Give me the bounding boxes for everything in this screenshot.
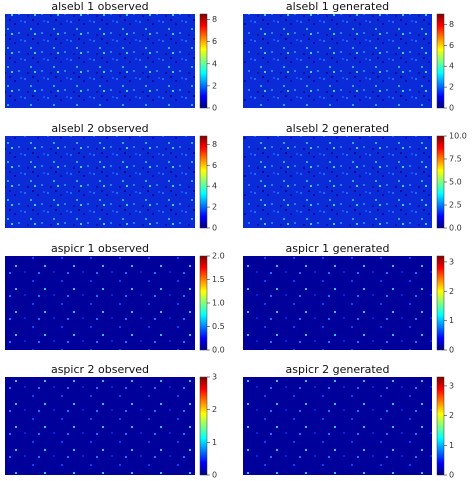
colorbar-tick-label: 1: [449, 316, 454, 325]
colorbar-tick-label: 0: [449, 471, 454, 480]
heatmap-image: [243, 256, 432, 350]
heatmap-image: [5, 136, 195, 228]
colorbar-tick-label: 0: [212, 224, 217, 233]
panel-title: aspicr 1 observed: [51, 242, 149, 255]
colorbar-tick-label: 1: [212, 438, 217, 447]
panel-title: aspicr 2 generated: [286, 363, 390, 376]
colorbar-tick-label: 1: [449, 441, 454, 450]
colorbar-tick-label: 0.0: [212, 346, 225, 355]
heatmap-image: [5, 256, 195, 350]
colorbar-tick-label: 5.0: [449, 178, 462, 187]
colorbar-tick-label: 4: [449, 62, 454, 71]
colorbar-tick-label: 0.5: [212, 322, 225, 331]
colorbar: [436, 255, 445, 351]
colorbar-tick-label: 8: [449, 20, 454, 29]
colorbar-tick-label: 1.5: [212, 275, 225, 284]
heatmap-image: [243, 14, 432, 108]
colorbar-tick-label: 2: [212, 81, 217, 90]
colorbar-tick-label: 0: [212, 471, 217, 480]
colorbar-tick-label: 2: [212, 405, 217, 414]
colorbar: [199, 135, 208, 229]
colorbar-tick-label: 1.0: [212, 299, 225, 308]
colorbar-tick-label: 0.0: [449, 224, 462, 233]
panel-title: aspicr 2 observed: [51, 363, 149, 376]
panel-title: alsebl 1 generated: [286, 0, 389, 13]
colorbar-tick-label: 8: [212, 140, 217, 149]
panel-title: alsebl 2 generated: [286, 122, 389, 135]
colorbar-tick-label: 0: [212, 104, 217, 113]
colorbar-tick-label: 3: [212, 373, 217, 382]
colorbar-tick-label: 2: [212, 203, 217, 212]
colorbar-tick-label: 2: [449, 411, 454, 420]
colorbar-tick-label: 0: [449, 346, 454, 355]
colorbar-tick-label: 4: [212, 182, 217, 191]
colorbar-tick-label: 0: [449, 104, 454, 113]
colorbar-tick-label: 6: [212, 37, 217, 46]
colorbar-tick-label: 3: [449, 257, 454, 266]
colorbar-tick-label: 3: [449, 381, 454, 390]
colorbar-tick-label: 6: [449, 41, 454, 50]
colorbar-tick-label: 2.5: [449, 201, 462, 210]
colorbar: [436, 376, 445, 476]
colorbar-tick-label: 2: [449, 83, 454, 92]
heatmap-image: [243, 377, 432, 475]
panel-title: alsebl 1 observed: [51, 0, 148, 13]
panel-title: alsebl 2 observed: [51, 122, 148, 135]
colorbar-tick-label: 10.0: [449, 132, 467, 141]
colorbar: [199, 13, 208, 109]
colorbar: [199, 255, 208, 351]
colorbar-tick-label: 8: [212, 15, 217, 24]
colorbar: [436, 135, 445, 229]
colorbar-tick-label: 2.0: [212, 252, 225, 261]
colorbar-tick-label: 7.5: [449, 155, 462, 164]
heatmap-image: [5, 14, 195, 108]
colorbar-tick-label: 6: [212, 161, 217, 170]
heatmap-image: [243, 136, 432, 228]
colorbar-tick-label: 2: [449, 287, 454, 296]
colorbar: [199, 376, 208, 476]
panel-title: aspicr 1 generated: [286, 242, 390, 255]
colorbar-tick-label: 4: [212, 59, 217, 68]
colorbar: [436, 13, 445, 109]
heatmap-image: [5, 377, 195, 475]
